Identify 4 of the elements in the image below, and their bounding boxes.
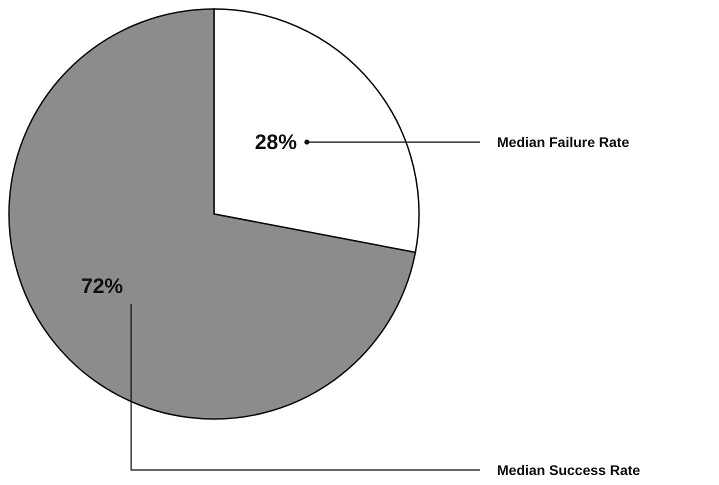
slice-label: Median Failure Rate (497, 134, 630, 150)
slice-label: Median Success Rate (497, 462, 640, 478)
data-label: 28% (254, 131, 298, 154)
data-label: 72% (81, 274, 124, 298)
